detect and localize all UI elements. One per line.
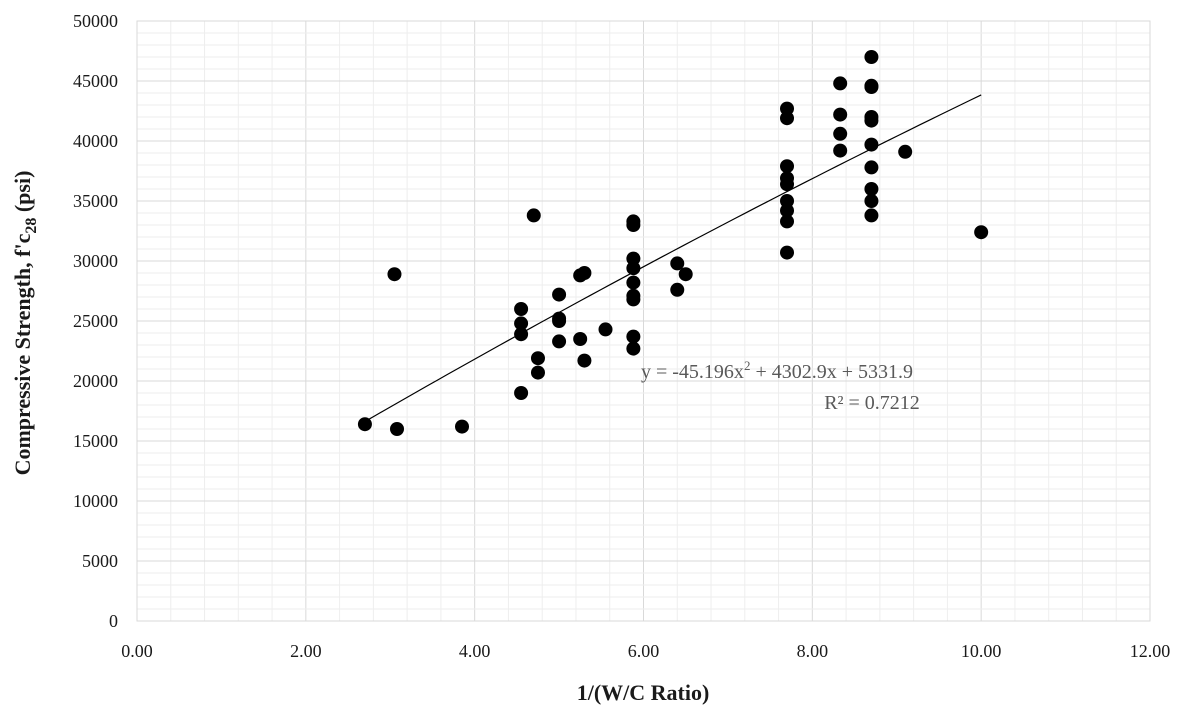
data-point [455,419,470,434]
trendline [364,94,982,423]
data-point [530,351,545,366]
data-point [626,251,641,266]
plot-area-frame [136,20,1151,622]
data-point [670,282,685,297]
data-point [864,137,879,152]
data-point [514,302,529,316]
data-point [780,171,795,186]
x-tick-label: 12.00 [1130,641,1171,661]
y-axis-title: Compressive Strength, f'c28 (psi) [10,171,40,476]
trendline-layer [364,94,982,423]
y-axis-title-suffix: (psi) [10,171,35,218]
data-point [552,287,567,302]
data-point [390,422,405,436]
data-point [780,194,795,208]
equation-superscript: 2 [744,358,751,373]
data-point [780,101,795,116]
data-point [864,50,879,64]
data-points [357,50,989,436]
y-tick-label: 45000 [73,71,118,91]
x-tick-label: 6.00 [628,641,660,661]
data-point [598,322,613,337]
data-point [974,225,989,240]
trendline-r2: R² = 0.7212 [824,392,920,414]
y-tick-label: 40000 [73,131,118,151]
data-point [626,341,641,356]
data-point [530,365,545,380]
data-point [514,316,529,331]
data-point [626,261,641,276]
x-tick-label: 0.00 [121,641,153,661]
y-axis-title-main: Compressive Strength, f'c [10,233,35,475]
data-point [864,194,879,208]
data-point [833,126,848,141]
y-tick-label: 35000 [73,191,118,211]
y-tick-label: 10000 [73,491,118,511]
y-tick-label: 0 [109,611,118,631]
data-point [514,386,529,400]
grid [136,20,1151,622]
data-point [670,256,685,271]
tick-labels: 0.00 2.00 4.00 6.00 8.00 10.00 12.00 0 5000 10000… [73,11,1170,661]
y-tick-label: 15000 [73,431,118,451]
x-tick-label: 8.00 [797,641,829,661]
data-point [833,107,848,122]
trendline-equation: y = -45.196x2 + 4302.9x + 5331.9 [641,358,913,383]
data-point [552,311,567,326]
data-point [864,160,879,175]
y-tick-label: 25000 [73,311,118,331]
x-axis-title: 1/(W/C Ratio) [577,680,710,705]
x-tick-label: 10.00 [961,641,1002,661]
data-point [780,111,795,126]
y-axis-title-subscript: 28 [23,218,40,234]
x-tick-label: 4.00 [459,641,491,661]
data-point [626,288,641,303]
data-point [780,214,795,229]
data-point [626,214,641,229]
data-point [780,245,795,260]
y-tick-label: 50000 [73,11,118,31]
equation-main: y = -45.196x [641,361,744,383]
data-point [552,334,567,349]
data-point [864,208,879,223]
data-point [526,208,541,223]
data-point [898,144,913,159]
data-point [833,76,848,91]
data-point [626,329,641,344]
data-point [833,143,848,158]
data-point [573,332,588,346]
y-tick-label: 30000 [73,251,118,271]
data-point [864,110,879,124]
data-point [577,353,592,368]
data-point [678,267,693,282]
equation-suffix: + 4302.9x + 5331.9 [750,361,913,383]
data-point [357,417,372,432]
data-point [626,275,641,290]
data-point [577,266,592,280]
data-point [864,78,879,93]
x-tick-label: 2.00 [290,641,322,661]
data-point [387,267,402,282]
data-point [780,203,795,218]
y-tick-label: 20000 [73,371,118,391]
data-point [514,327,529,342]
data-point [780,159,795,174]
y-tick-label: 5000 [82,551,118,571]
data-point [864,182,879,196]
